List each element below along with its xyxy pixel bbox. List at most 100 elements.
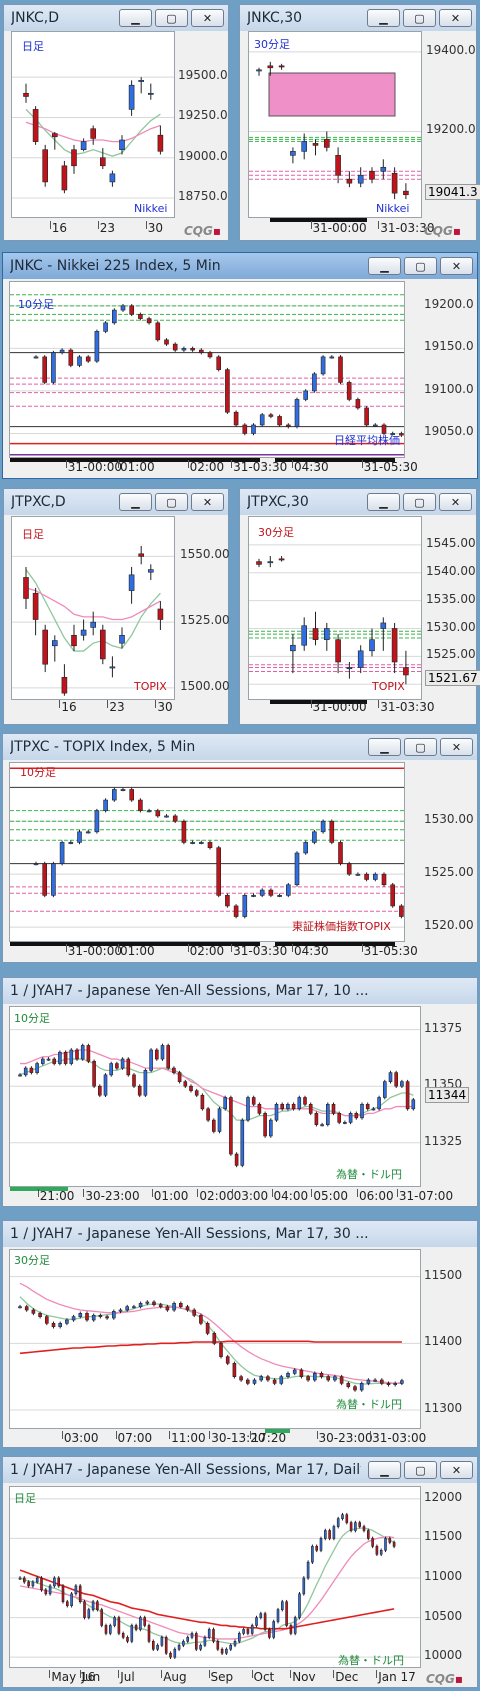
candle-body xyxy=(393,1383,398,1385)
maximize-button[interactable]: ▢ xyxy=(404,1461,437,1479)
candle-body xyxy=(40,1058,45,1064)
candle-body xyxy=(285,884,291,896)
candle-body xyxy=(164,339,169,345)
last-price-box: 19041.3 xyxy=(425,184,480,200)
candle-body xyxy=(358,1522,362,1527)
y-tick-label: 1520.00 xyxy=(424,918,474,933)
plot-area-c3[interactable] xyxy=(9,281,405,458)
minimize-button[interactable]: ▁ xyxy=(367,9,400,27)
x-tick-mark xyxy=(65,460,67,468)
close-button[interactable]: ✕ xyxy=(191,9,224,27)
candle-body xyxy=(164,1637,168,1654)
candle-body xyxy=(148,569,154,573)
candle-body xyxy=(346,667,353,670)
candle-body xyxy=(100,157,106,167)
candle-body xyxy=(190,842,195,844)
plot-area-c9[interactable] xyxy=(9,1486,421,1668)
candle-body xyxy=(328,1530,331,1539)
x-tick-label: Jun xyxy=(81,1670,101,1684)
candle-body xyxy=(354,1113,359,1119)
close-button[interactable]: ✕ xyxy=(439,9,472,27)
candle-body xyxy=(246,1379,250,1384)
candle-body xyxy=(216,847,221,896)
maximize-button[interactable]: ▢ xyxy=(403,9,436,27)
title-bar[interactable] xyxy=(3,978,477,1004)
x-tick-label: 04:00 xyxy=(273,1189,309,1203)
candle-body xyxy=(203,1637,207,1646)
candle-body xyxy=(331,1103,336,1114)
title-bar[interactable] xyxy=(4,5,228,31)
close-button[interactable]: ✕ xyxy=(440,257,473,275)
candle-body xyxy=(173,1648,177,1658)
candle-body xyxy=(143,1617,146,1626)
series-label: 為替・ドル円 xyxy=(336,1168,402,1181)
close-button[interactable]: ✕ xyxy=(439,493,472,511)
moving-average-line xyxy=(20,1049,414,1117)
candle-body xyxy=(138,553,144,557)
moving-average-line xyxy=(25,569,161,652)
candle-body xyxy=(29,1067,34,1073)
minimize-button[interactable]: ▁ xyxy=(368,738,401,756)
candle-body xyxy=(357,174,364,184)
maximize-button[interactable]: ▢ xyxy=(155,493,188,511)
x-tick-label: 02:00 xyxy=(189,944,225,958)
plot-area-c6[interactable] xyxy=(9,762,405,942)
candle-body xyxy=(242,895,248,917)
candle-body xyxy=(312,373,317,392)
title-bar[interactable] xyxy=(4,489,228,515)
maximize-button[interactable]: ▢ xyxy=(404,738,437,756)
maximize-button[interactable]: ▢ xyxy=(403,493,436,511)
candle-body xyxy=(255,1617,258,1626)
x-tick-mark xyxy=(209,1431,211,1439)
title-bar[interactable] xyxy=(3,1221,477,1247)
minimize-button[interactable]: ▁ xyxy=(367,493,400,511)
close-button[interactable]: ✕ xyxy=(440,738,473,756)
maximize-button[interactable]: ▢ xyxy=(404,257,437,275)
candle-body xyxy=(189,1085,193,1092)
plot-area-c1[interactable] xyxy=(11,31,175,218)
plot-area-c7[interactable] xyxy=(9,1006,421,1187)
chart-svg-c9 xyxy=(10,1498,420,1659)
y-tick-label: 10500 xyxy=(424,1608,463,1623)
candle-body xyxy=(112,789,117,801)
x-tick-label: 30 xyxy=(147,221,164,235)
close-button[interactable]: ✕ xyxy=(440,1461,473,1479)
plot-area-c8[interactable] xyxy=(9,1249,421,1429)
minimize-button[interactable]: ▁ xyxy=(368,1461,401,1479)
candle-body xyxy=(380,166,387,172)
close-button[interactable]: ✕ xyxy=(191,493,224,511)
title-bar[interactable] xyxy=(240,5,476,31)
minimize-button[interactable]: ▁ xyxy=(119,493,152,511)
minimize-button[interactable]: ▁ xyxy=(119,9,152,27)
y-tick-label: 12000 xyxy=(424,1489,463,1504)
minimize-button[interactable]: ▁ xyxy=(368,257,401,275)
plot-area-c5[interactable] xyxy=(248,516,422,700)
candle-body xyxy=(303,390,309,400)
candle-body xyxy=(33,863,39,866)
candle-body xyxy=(268,889,274,896)
x-tick-label: 31-03:30 xyxy=(380,700,435,714)
session-bar xyxy=(10,458,260,462)
candle-body xyxy=(52,1058,57,1064)
candle-body xyxy=(100,629,106,660)
candle-body xyxy=(280,1103,285,1110)
candle-body xyxy=(42,629,49,665)
x-tick-mark xyxy=(187,944,189,952)
candle-body xyxy=(65,1319,69,1324)
close-icon: ✕ xyxy=(202,11,213,25)
candle-body xyxy=(109,1063,113,1076)
candle-body xyxy=(233,905,239,917)
close-icon: ✕ xyxy=(202,495,213,509)
candle-body xyxy=(279,1376,284,1384)
plot-area-c2[interactable] xyxy=(248,31,422,218)
candle-body xyxy=(381,873,387,886)
title-bar[interactable] xyxy=(240,489,476,515)
session-bar xyxy=(265,1429,290,1433)
candle-body xyxy=(372,873,378,880)
x-tick-label: 16 xyxy=(61,700,77,714)
maximize-button[interactable]: ▢ xyxy=(155,9,188,27)
candle-body xyxy=(266,1376,270,1381)
plot-area-c4[interactable] xyxy=(11,516,175,700)
candle-body xyxy=(35,1577,39,1583)
candle-body xyxy=(278,558,285,561)
